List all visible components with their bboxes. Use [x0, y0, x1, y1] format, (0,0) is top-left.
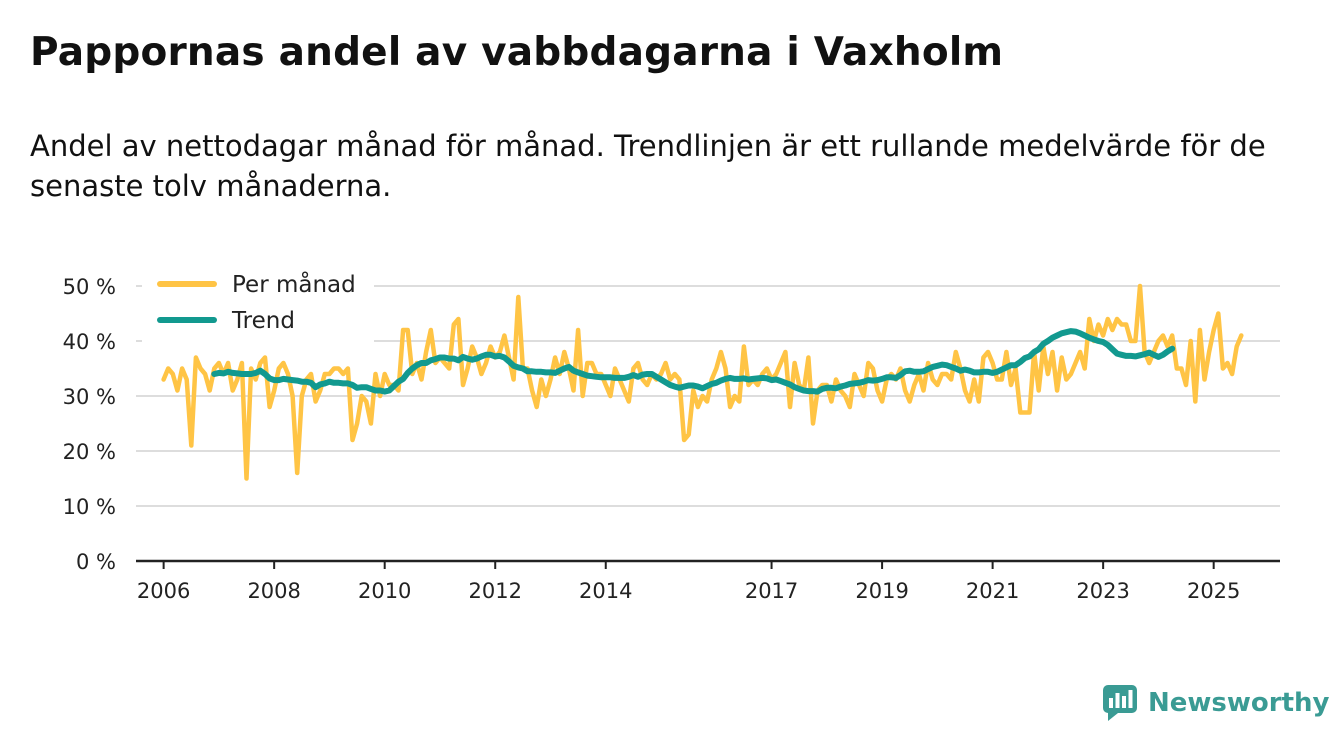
y-tick-label: 40 % — [63, 330, 116, 354]
y-tick-label: 10 % — [63, 495, 116, 519]
x-tick-label: 2023 — [1076, 579, 1129, 603]
series-line-per-manad — [161, 283, 1244, 481]
x-tick-label: 2012 — [469, 579, 522, 603]
brand-logo: Newsworthy — [1102, 684, 1329, 722]
x-tick-label: 2006 — [137, 579, 190, 603]
chart-subtitle: Andel av nettodagar månad för månad. Tre… — [30, 129, 1266, 203]
series-line-trend — [211, 328, 1176, 395]
x-tick-label: 2010 — [358, 579, 411, 603]
legend-background — [142, 266, 374, 344]
y-axis-tick-labels: 0 % 10 % 20 % 30 % 40 % 50 % — [63, 275, 116, 574]
y-tick-label: 30 % — [63, 385, 116, 409]
x-tick-label: 2025 — [1187, 579, 1240, 603]
chart-title: Pappornas andel av vabbdagarna i Vaxholm — [30, 30, 1004, 75]
legend: Per månad Trend — [142, 266, 374, 344]
legend-label-per-manad: Per månad — [232, 270, 356, 298]
x-tick-label: 2019 — [855, 579, 908, 603]
x-axis: 2006 2008 2010 2012 2014 2017 2019 2021 2023 2025 — [136, 559, 1280, 603]
newsworthy-logo-icon — [1103, 685, 1137, 721]
series-lines — [161, 283, 1244, 481]
y-tick-label: 50 % — [63, 275, 116, 299]
x-tick-label: 2017 — [745, 579, 798, 603]
x-tick-label: 2014 — [579, 579, 632, 603]
legend-label-trend: Trend — [231, 308, 295, 334]
y-tick-label: 20 % — [63, 440, 116, 464]
y-tick-label: 0 % — [76, 550, 116, 574]
x-tick-label: 2008 — [247, 579, 300, 603]
brand-name: Newsworthy — [1148, 688, 1330, 718]
x-tick-label: 2021 — [966, 579, 1019, 603]
